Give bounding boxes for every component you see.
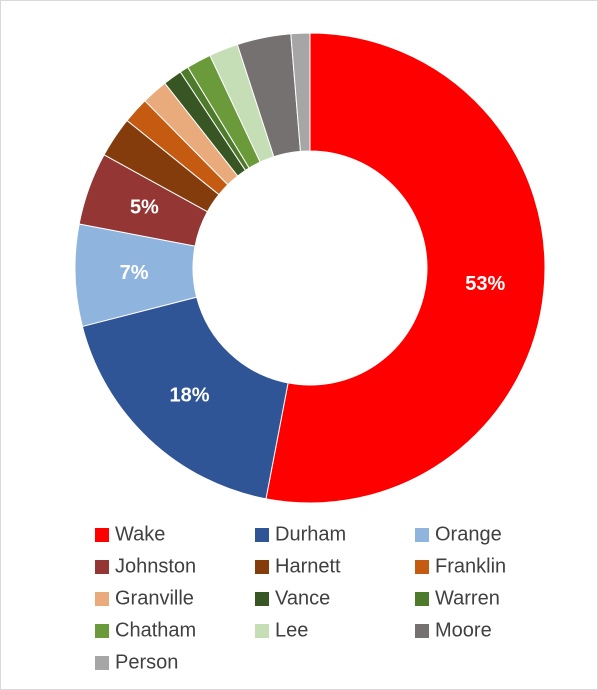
data-label: 7% — [120, 262, 149, 284]
legend-swatch — [415, 592, 429, 606]
legend-label: Warren — [435, 587, 500, 609]
legend-swatch — [415, 624, 429, 638]
data-label: 5% — [130, 197, 159, 219]
legend-swatch — [255, 592, 269, 606]
legend-swatch — [255, 624, 269, 638]
data-label: 18% — [170, 385, 210, 407]
legend-swatch — [415, 528, 429, 542]
slice — [265, 32, 546, 504]
legend-swatch — [95, 656, 109, 670]
legend-swatch — [415, 560, 429, 574]
data-label: 53% — [465, 273, 505, 295]
legend-swatch — [95, 528, 109, 542]
slice — [290, 32, 311, 152]
legend-label: Johnston — [115, 555, 196, 577]
legend-label: Moore — [435, 619, 492, 641]
legend-label: Chatham — [115, 619, 196, 641]
legend-label: Wake — [115, 523, 165, 545]
legend-label: Vance — [275, 587, 330, 609]
legend-label: Granville — [115, 587, 194, 609]
legend-label: Person — [115, 651, 178, 673]
legend-swatch — [95, 592, 109, 606]
legend-swatch — [255, 560, 269, 574]
legend-label: Durham — [275, 523, 346, 545]
legend-label: Orange — [435, 523, 502, 545]
slice — [81, 296, 289, 500]
legend-swatch — [95, 624, 109, 638]
legend-label: Franklin — [435, 555, 506, 577]
legend-swatch — [95, 560, 109, 574]
legend-label: Harnett — [275, 555, 341, 577]
legend-swatch — [255, 528, 269, 542]
legend-label: Lee — [275, 619, 308, 641]
